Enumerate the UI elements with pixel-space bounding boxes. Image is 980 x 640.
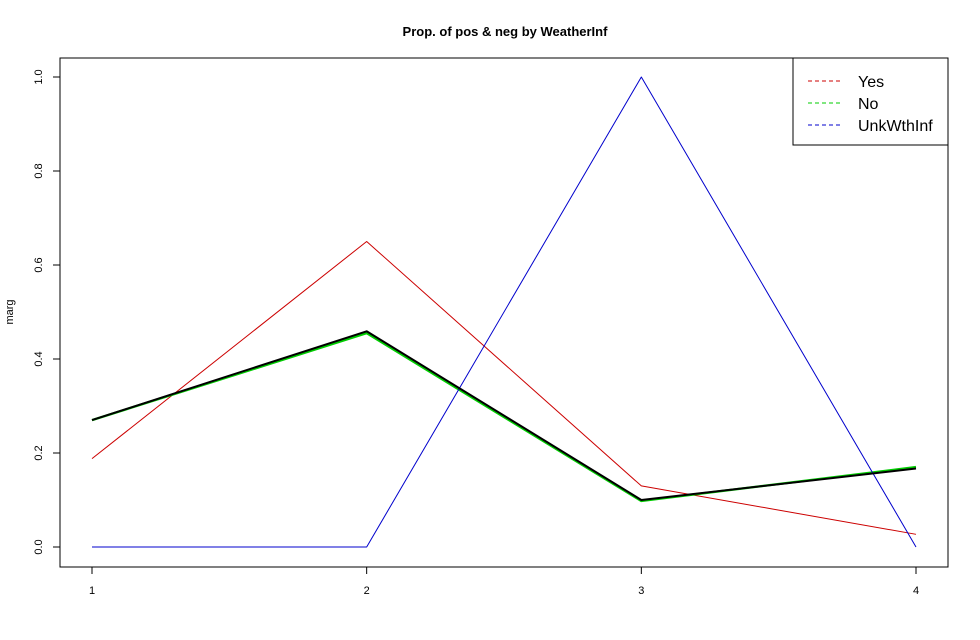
x-axis: 1 2 3 4	[89, 566, 919, 597]
y-tick-label: 0.2	[33, 445, 45, 460]
y-tick-label: 0.8	[33, 163, 45, 178]
series-line-overlay	[91, 330, 917, 501]
y-tick-label: 1.0	[33, 69, 45, 84]
x-tick-label: 1	[89, 585, 95, 597]
y-axis-label: marg	[4, 299, 16, 324]
series-line-unkwthinf	[92, 76, 917, 548]
chart-title: Prop. of pos & neg by WeatherInf	[403, 24, 609, 39]
series-line-yes	[91, 241, 917, 535]
legend-box	[792, 57, 949, 146]
y-tick-label: 0.6	[33, 257, 45, 272]
x-tick-label: 4	[913, 585, 919, 597]
legend-label: UnkWthInf	[858, 118, 933, 135]
x-tick-label: 3	[638, 585, 644, 597]
series-lines	[91, 76, 917, 548]
legend: Yes No UnkWthInf	[792, 57, 949, 146]
y-tick-label: 0.0	[33, 539, 45, 554]
x-tick-label: 2	[364, 585, 370, 597]
series-line-no	[91, 331, 917, 503]
y-tick-label: 0.4	[33, 351, 45, 366]
legend-label: No	[858, 96, 879, 113]
legend-label: Yes	[858, 74, 884, 91]
y-axis: 0.0 0.2 0.4 0.6 0.8 1.0	[33, 69, 61, 555]
